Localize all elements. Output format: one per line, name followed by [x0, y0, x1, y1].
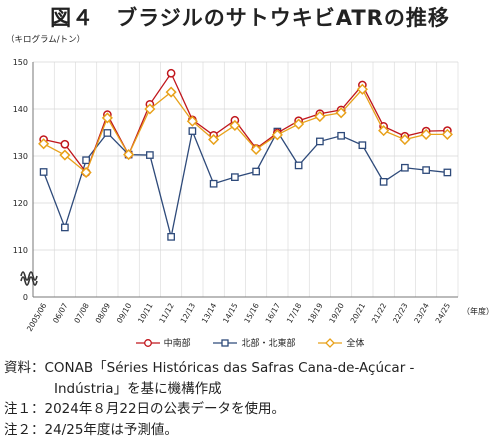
data-point-north-northeast — [358, 141, 367, 150]
data-point-total — [208, 133, 220, 146]
legend-marker-south-central — [135, 338, 160, 347]
legend-label-north-northeast: 北部・北東部 — [241, 339, 296, 349]
data-point-total — [399, 133, 411, 146]
x-tick-label: 22/23 — [391, 301, 410, 324]
legend-item-total: 全体 — [318, 336, 364, 349]
data-point-total — [80, 166, 92, 179]
note-1: 注１：2024年８月22日の公表データを使用。 — [4, 401, 286, 417]
legend-marker-north-northeast — [213, 338, 238, 347]
legend: 中南部 北部・北東部 全体 — [0, 336, 500, 351]
axis-layer — [20, 62, 458, 298]
x-tick-label: 24/25 — [434, 301, 453, 324]
series-line-south-central — [43, 71, 448, 174]
data-point-north-northeast — [401, 163, 409, 172]
note-source: 資料：CONAB「Séries Históricas das Safras Ca… — [4, 360, 415, 376]
notes-block: 資料：CONAB「Séries Históricas das Safras Ca… — [4, 358, 414, 440]
legend-label-south-central: 中南部 — [163, 339, 191, 349]
note-source-continued: Indústria」を基に機構作成 — [54, 380, 222, 397]
data-point-north-northeast — [337, 131, 345, 140]
y-tick-label: 120 — [13, 199, 28, 208]
data-point-total — [378, 125, 390, 137]
data-point-total — [293, 118, 305, 130]
x-axis-unit-label: （年度） — [462, 307, 494, 316]
data-point-north-northeast — [82, 156, 90, 165]
x-tick-label: 21/22 — [370, 301, 389, 324]
data-point-total — [441, 128, 453, 140]
x-tick-label: 18/19 — [306, 301, 325, 324]
x-tick-label: 17/18 — [285, 301, 304, 324]
axis-break-mark — [20, 271, 38, 281]
x-tick-label: 13/14 — [200, 301, 219, 324]
x-tick-label: 14/15 — [221, 301, 240, 324]
x-tick-label: 12/13 — [179, 301, 198, 324]
x-tick-label: 2005/06 — [25, 301, 48, 333]
data-point-total — [101, 112, 113, 124]
data-point-total — [335, 107, 347, 119]
x-tick-label: 07/08 — [72, 301, 91, 324]
data-point-total — [229, 119, 241, 132]
data-point-total — [144, 103, 156, 115]
data-point-total — [123, 149, 135, 161]
data-point-total — [59, 149, 71, 161]
grid-layer — [32, 61, 459, 297]
y-tick-label-zero: 0 — [23, 293, 28, 302]
data-point-north-northeast — [231, 173, 239, 181]
legend-item-south-central: 中南部 — [135, 336, 191, 349]
legend-item-north-northeast: 北部・北東部 — [213, 336, 296, 349]
data-point-total — [250, 143, 262, 155]
data-point-total — [420, 128, 432, 140]
x-tick-label: 06/07 — [51, 301, 70, 324]
y-tick-label: 150 — [13, 58, 28, 67]
data-point-total — [314, 110, 326, 123]
y-tick-label: 140 — [13, 105, 28, 114]
y-axis-unit-label: （キログラム/トン） — [6, 35, 86, 45]
x-tick-label: 11/12 — [157, 301, 176, 324]
x-tick-label: 09/10 — [115, 301, 134, 324]
legend-label-total: 全体 — [346, 339, 365, 349]
data-point-north-northeast — [209, 179, 218, 188]
x-tick-label: 20/21 — [349, 301, 368, 324]
x-tick-label: 19/20 — [327, 301, 346, 324]
data-point-north-northeast — [167, 232, 175, 241]
data-point-north-northeast — [61, 223, 69, 232]
x-tick-label: 10/11 — [136, 301, 155, 324]
data-point-north-northeast — [146, 151, 154, 159]
data-point-north-northeast — [103, 129, 112, 137]
data-point-north-northeast — [316, 137, 324, 146]
data-point-total — [38, 138, 50, 150]
data-point-north-northeast — [422, 166, 430, 174]
chart-title: 図４ ブラジルのサトウキビATRの推移 — [50, 6, 450, 30]
x-tick-label: 08/09 — [94, 301, 113, 324]
data-point-total — [271, 129, 283, 141]
x-tick-label: 15/16 — [242, 301, 261, 324]
data-point-north-northeast — [188, 127, 197, 135]
series-line-total — [43, 88, 448, 174]
data-point-north-northeast — [39, 168, 48, 176]
data-point-south-central — [166, 68, 176, 78]
data-point-total — [356, 83, 368, 95]
data-point-north-northeast — [294, 161, 303, 170]
data-point-south-central — [60, 139, 70, 149]
x-tick-label: 16/17 — [264, 301, 283, 324]
data-point-total — [165, 86, 177, 98]
x-tick-label: 23/24 — [412, 301, 431, 324]
note-2: 注２：24/25年度は予測値。 — [4, 421, 178, 438]
y-tick-label: 130 — [13, 152, 28, 161]
axis-break-mark — [20, 276, 38, 286]
data-point-north-northeast — [379, 177, 388, 186]
data-point-north-northeast — [252, 167, 260, 176]
legend-marker-total — [318, 337, 343, 348]
data-point-north-northeast — [443, 168, 452, 177]
series-layer — [38, 68, 453, 241]
y-tick-label: 110 — [13, 246, 28, 255]
data-point-total — [186, 115, 198, 127]
